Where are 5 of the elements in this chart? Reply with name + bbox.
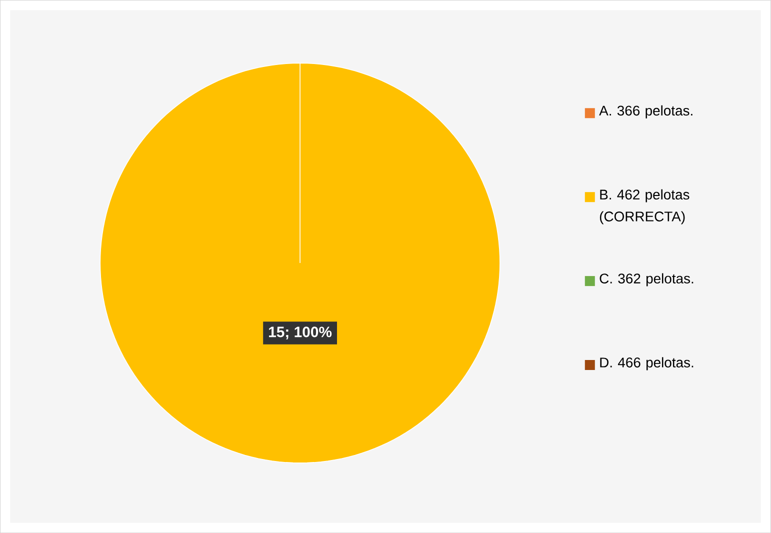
legend-label: D. 466 pelotas. xyxy=(600,357,694,370)
legend-label: B. 462 pelotas (CORRECTA) xyxy=(600,189,690,224)
legend-label: C. 362 pelotas. xyxy=(600,273,694,286)
data-label: 15; 100% xyxy=(269,326,332,340)
legend-label: A. 366 pelotas. xyxy=(599,105,692,118)
